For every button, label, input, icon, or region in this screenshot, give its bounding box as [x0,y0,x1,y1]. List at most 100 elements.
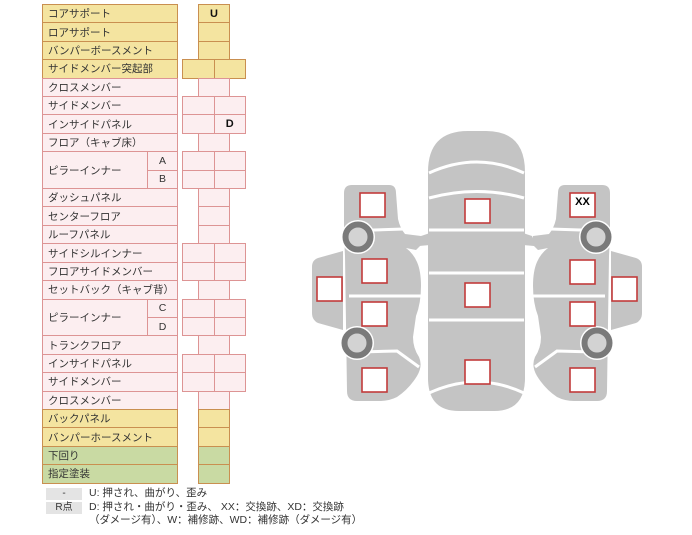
damage-cell-row [182,280,246,300]
damage-cell-row [182,427,246,447]
damage-cell-row [182,298,246,318]
damage-cell [197,40,231,61]
part-label-row: 指定塗装 [42,464,178,484]
damage-cell-row [182,335,246,355]
part-sublabel: C [147,298,178,318]
damage-cell-row: U [182,4,246,24]
part-label-row: サイドメンバー [42,96,178,116]
damage-cell-row [182,169,246,190]
damage-cell [182,169,215,190]
part-label-row: セットバック（キャブ背） [42,280,178,300]
damage-cell [197,335,231,355]
part-label-row: インサイドパネル [42,114,178,134]
part-label-row: バンパーボースメント [42,40,178,61]
part-label-row: コアサポート [42,4,178,24]
part-sublabel: A [147,151,178,171]
damage-cell [197,22,231,42]
part-label-row: フロアサイドメンバー [42,261,178,282]
damage-cell [197,206,231,226]
legend-badge [46,515,82,527]
left-mirror-shape [419,233,430,246]
part-label-row: サイドメンバー [42,372,178,392]
damage-cell-row [182,22,246,42]
damage-cell [213,316,246,337]
damage-cell [197,408,231,429]
part-label: ピラーインナー [42,151,148,190]
part-row-group: ピラーインナー A B [42,151,178,190]
damage-cell-row [182,151,246,171]
damage-cell-row [182,206,246,226]
damage-cell-row [182,243,246,263]
legend-text: U: 押され、曲がり、歪み [89,487,208,499]
part-label-row: バンパーホースメント [42,427,178,447]
legend: - U: 押され、曲がり、歪み R点 D: 押され・曲がり・歪み、 XX：交換跡、XD… [46,487,362,528]
damage-cell-row [182,224,246,245]
damage-cell-row [182,353,246,374]
damage-cell [213,353,246,374]
damage-mark [569,259,596,285]
part-label-row: 下回り [42,445,178,466]
part-label-row: センターフロア [42,206,178,226]
car-top-view [419,131,534,411]
part-label-row: クロスメンバー [42,390,178,410]
damage-cell [182,151,215,171]
part-label-row: バックパネル [42,408,178,429]
damage-cell [213,243,246,263]
damage-cell-row: D [182,114,246,134]
panel-divider-line [428,160,525,175]
damage-cell-row [182,77,246,98]
damage-mark [361,301,388,327]
damage-cell [182,353,215,374]
part-label-row: サイドシルインナー [42,243,178,263]
damage-mark [464,282,491,308]
damage-mark [361,367,388,393]
damage-cell [197,464,231,484]
damage-cell [197,445,231,466]
damage-cell-row [182,390,246,410]
damage-mark [316,276,343,302]
damage-cell-row [182,132,246,153]
damage-cell [197,188,231,208]
part-label-row: ロアサポート [42,22,178,42]
legend-badge: R点 [46,501,82,514]
damage-mark-label: XX [575,196,590,208]
damage-cell: D [213,114,246,134]
damage-cell [213,169,246,190]
damage-mark [569,367,596,393]
part-label-row: トランクフロア [42,335,178,355]
part-label-row: クロスメンバー [42,77,178,98]
right-mirror-shape [523,233,534,246]
damage-cell-row [182,316,246,337]
damage-cell [182,298,215,318]
damage-mark [359,192,386,218]
damage-cell [213,151,246,171]
part-label-column: コアサポート ロアサポート バンパーボースメント サイドメンバー突起部 クロスメンバーサ… [42,4,178,484]
legend-badge: - [46,488,82,500]
damage-cell-row [182,40,246,61]
damage-mark [569,301,596,327]
damage-cell-row [182,372,246,392]
car-top-body-shape [428,131,525,411]
part-label-row: サイドメンバー突起部 [42,59,178,79]
legend-line: R点 D: 押され・曲がり・歪み、 XX：交換跡、XD：交換跡 [46,501,362,515]
damage-cell [182,114,215,134]
part-sublabel: B [147,169,178,190]
damage-mark [611,276,638,302]
damage-cell [197,280,231,300]
damage-cell [197,132,231,153]
part-label-row: ダッシュパネル [42,188,178,208]
damage-cell-row [182,408,246,429]
legend-line: （ダメージ有）、W：補修跡、WD：補修跡（ダメージ有） [46,514,362,528]
part-row-group: ピラーインナー C D [42,298,178,337]
damage-cell [182,316,215,337]
damage-cell [213,96,246,116]
damage-mark [569,192,596,218]
damage-mark [361,258,388,284]
damage-cell [197,224,231,245]
damage-cell [182,243,215,263]
damage-cell [182,96,215,116]
part-sublabel: D [147,316,178,337]
